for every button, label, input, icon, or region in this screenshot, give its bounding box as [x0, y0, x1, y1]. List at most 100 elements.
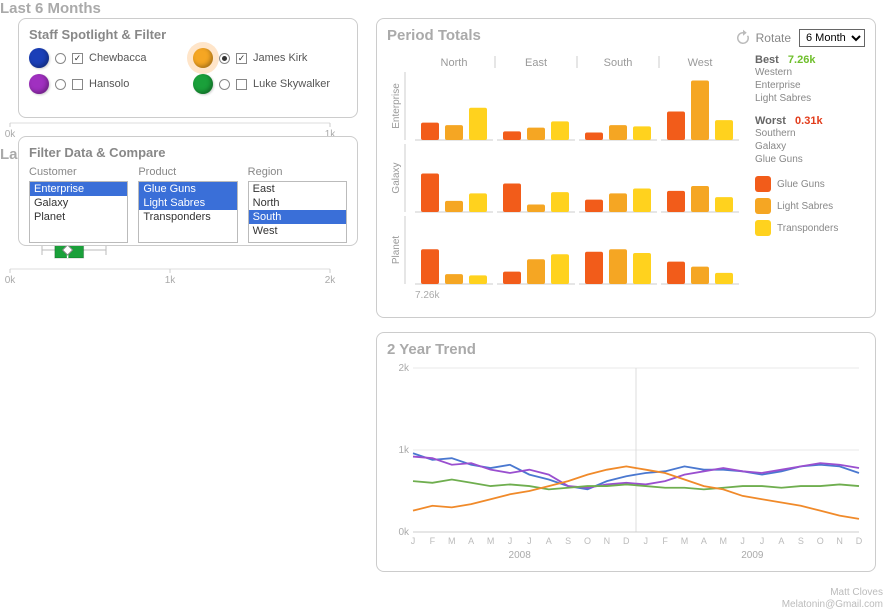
legend-item: Transponders — [755, 220, 865, 236]
svg-text:N: N — [604, 536, 611, 546]
svg-text:A: A — [778, 536, 784, 546]
staff-color-dot — [29, 74, 49, 94]
staff-item: ✓ Chewbacca — [29, 48, 183, 68]
staff-checkbox[interactable]: ✓ — [72, 53, 83, 64]
staff-checkbox[interactable]: ✓ — [236, 53, 247, 64]
svg-text:S: S — [565, 536, 571, 546]
filter-column-label: Customer — [29, 166, 128, 178]
svg-text:1k: 1k — [165, 275, 177, 286]
filter-column-label: Region — [248, 166, 347, 178]
svg-text:M: M — [720, 536, 728, 546]
filter-option[interactable]: North — [249, 196, 346, 210]
filter-listbox[interactable]: EnterpriseGalaxyPlanet — [29, 181, 128, 243]
period-grid-chart: NorthEastSouthWestEnterpriseGalaxyPlanet… — [387, 54, 747, 304]
worst-label: Worst — [755, 115, 786, 127]
staff-panel: Staff Spotlight & Filter ✓Chewbacca✓Jame… — [18, 18, 358, 118]
rotate-button[interactable]: Rotate — [734, 29, 791, 47]
svg-text:0k: 0k — [398, 527, 410, 538]
svg-text:N: N — [836, 536, 843, 546]
filter-listbox[interactable]: EastNorthSouthWest — [248, 181, 347, 243]
svg-text:Galaxy: Galaxy — [391, 162, 402, 193]
best-value: 7.26k — [788, 54, 816, 66]
filter-column: Customer EnterpriseGalaxyPlanet — [29, 166, 128, 243]
svg-text:2k: 2k — [398, 363, 410, 374]
svg-text:East: East — [525, 57, 547, 69]
svg-text:J: J — [508, 536, 513, 546]
filter-option[interactable]: West — [249, 224, 346, 238]
legend-label: Transponders — [777, 223, 838, 234]
legend-swatch — [755, 198, 771, 214]
filter-column: Product Glue GunsLight SabresTransponders — [138, 166, 237, 243]
filter-column-label: Product — [138, 166, 237, 178]
filter-option[interactable]: Enterprise — [30, 182, 127, 196]
best-label: Best — [755, 54, 779, 66]
staff-radio[interactable] — [55, 79, 66, 90]
best-metric: Best 7.26k WesternEnterpriseLight Sabres — [755, 54, 865, 105]
svg-text:0k: 0k — [5, 129, 17, 140]
filter-option[interactable]: Transponders — [139, 210, 236, 224]
svg-text:South: South — [604, 57, 633, 69]
period-panel: Period Totals Rotate 6 Month NorthEastSo… — [376, 18, 876, 318]
svg-text:D: D — [623, 536, 630, 546]
last6-title: Last 6 Months — [0, 0, 340, 17]
filter-option[interactable]: South — [249, 210, 346, 224]
filter-listbox[interactable]: Glue GunsLight SabresTransponders — [138, 181, 237, 243]
period-select[interactable]: 6 Month — [799, 29, 865, 47]
filter-column: Region EastNorthSouthWest — [248, 166, 347, 243]
staff-name: Luke Skywalker — [253, 78, 330, 90]
rotate-icon — [734, 29, 752, 47]
staff-item: Hansolo — [29, 74, 183, 94]
svg-text:2k: 2k — [325, 275, 337, 286]
legend-item: Glue Guns — [755, 176, 865, 192]
svg-text:J: J — [643, 536, 648, 546]
credit-email: Melatonin@Gmail.com — [782, 599, 883, 611]
staff-color-dot — [29, 48, 49, 68]
legend-swatch — [755, 176, 771, 192]
filter-title: Filter Data & Compare — [29, 145, 347, 160]
staff-item: ✓ James Kirk — [193, 48, 347, 68]
staff-radio[interactable] — [219, 79, 230, 90]
staff-name: James Kirk — [253, 52, 307, 64]
svg-text:O: O — [584, 536, 591, 546]
worst-metric: Worst 0.31k SouthernGalaxyGlue Guns — [755, 115, 865, 166]
filter-option[interactable]: Light Sabres — [139, 196, 236, 210]
staff-name: Chewbacca — [89, 52, 146, 64]
trend-title: 2 Year Trend — [387, 341, 865, 358]
svg-text:West: West — [688, 57, 713, 69]
svg-text:M: M — [681, 536, 689, 546]
legend-swatch — [755, 220, 771, 236]
staff-checkbox[interactable] — [72, 79, 83, 90]
filter-option[interactable]: Glue Guns — [139, 182, 236, 196]
filter-option[interactable]: East — [249, 182, 346, 196]
staff-checkbox[interactable] — [236, 79, 247, 90]
trend-chart: 0k1k2kJFMAMJJASONDJFMAMJJASOND20082009 — [387, 362, 867, 562]
svg-text:J: J — [411, 536, 416, 546]
staff-radio[interactable] — [219, 53, 230, 64]
filter-panel: Filter Data & Compare Customer Enterprise… — [18, 136, 358, 246]
staff-item: Luke Skywalker — [193, 74, 347, 94]
credit: Matt Cloves Melatonin@Gmail.com — [782, 587, 883, 611]
filter-option[interactable]: Galaxy — [30, 196, 127, 210]
period-title: Period Totals — [387, 27, 726, 44]
filter-option[interactable]: Planet — [30, 210, 127, 224]
svg-text:F: F — [430, 536, 436, 546]
svg-text:J: J — [740, 536, 745, 546]
svg-text:A: A — [468, 536, 474, 546]
svg-text:A: A — [546, 536, 552, 546]
period-side-info: Best 7.26k WesternEnterpriseLight Sabres… — [747, 54, 865, 307]
svg-text:O: O — [817, 536, 824, 546]
svg-text:A: A — [701, 536, 707, 546]
svg-text:M: M — [448, 536, 456, 546]
staff-color-dot — [193, 74, 213, 94]
worst-value: 0.31k — [795, 115, 823, 127]
svg-text:J: J — [527, 536, 532, 546]
svg-text:Enterprise: Enterprise — [391, 83, 402, 129]
svg-text:2009: 2009 — [741, 550, 764, 561]
svg-text:D: D — [856, 536, 863, 546]
svg-text:J: J — [760, 536, 765, 546]
svg-text:Planet: Planet — [391, 236, 402, 265]
credit-name: Matt Cloves — [782, 587, 883, 599]
staff-radio[interactable] — [55, 53, 66, 64]
svg-text:M: M — [487, 536, 495, 546]
legend-label: Light Sabres — [777, 201, 833, 212]
